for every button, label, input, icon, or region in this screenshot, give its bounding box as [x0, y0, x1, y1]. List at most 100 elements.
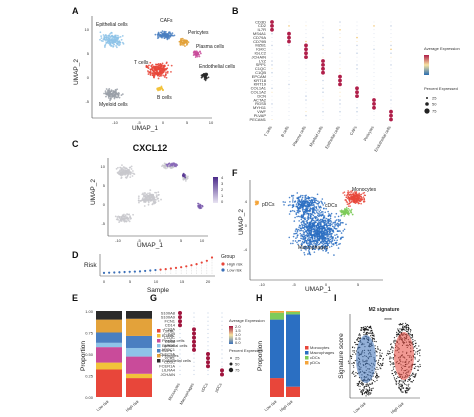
panel-b-dot — [356, 33, 358, 35]
panel-c-point — [116, 218, 119, 220]
panel-b-dot — [288, 91, 290, 93]
macrophage-point — [321, 201, 323, 204]
panel-c-legend-value: 0 — [221, 199, 224, 204]
panel-i-point — [407, 327, 410, 329]
panel-b-dot — [322, 84, 324, 85]
panel-b-dot — [373, 91, 375, 93]
panel-f-cluster-label: Monocytes — [352, 187, 377, 193]
macrophage-point — [301, 242, 303, 244]
tcell-point — [163, 69, 166, 72]
macrophage-point — [307, 197, 310, 199]
macrophage-point — [307, 215, 309, 218]
panel-i-point — [369, 391, 371, 393]
macrophage-point — [293, 233, 295, 235]
macrophage-point — [294, 240, 297, 242]
caf-point — [166, 38, 169, 41]
panel-g-dot — [221, 341, 223, 343]
panel-b-dot — [355, 94, 359, 98]
macrophage-point — [328, 214, 331, 216]
panel-b-dot — [390, 103, 392, 105]
panel-d-point — [154, 268, 157, 272]
panel-i-point — [417, 360, 419, 362]
panel-b-dot — [305, 119, 307, 120]
panel-i-point — [353, 366, 355, 368]
panel-i-point — [415, 373, 417, 375]
panel-g-dot — [193, 320, 195, 322]
panel-g-gene-label: FCN1 — [165, 319, 176, 324]
monocyte-point — [348, 194, 351, 196]
panel-i-point — [357, 383, 360, 385]
plasma-cell-point — [192, 54, 195, 56]
macrophage-point — [297, 198, 300, 200]
macrophage-point — [336, 233, 338, 236]
myeloid-cell-point — [106, 90, 109, 93]
panel-i-point — [361, 383, 363, 386]
macrophage-point — [297, 209, 300, 211]
plasma-cell-point — [195, 50, 198, 53]
macrophage-point — [327, 210, 329, 213]
macrophage-point — [316, 212, 319, 214]
epithelial-cell-point — [122, 42, 125, 45]
panel-e: E Proportion 1.000.750.500.250.00 Low ri… — [72, 293, 191, 413]
plasma-cell-point — [193, 50, 196, 53]
panel-i-point — [419, 349, 421, 351]
macrophage-point — [306, 221, 309, 223]
monocyte-point — [349, 201, 352, 204]
panel-i-point — [412, 379, 415, 382]
macrophage-point — [293, 220, 296, 222]
panel-g-dot — [221, 345, 223, 347]
tcell-point — [159, 63, 162, 65]
panel-i-point — [371, 388, 373, 390]
macrophage-point — [298, 226, 300, 228]
panel-b-dot — [373, 48, 375, 51]
pericyte-point — [182, 39, 184, 42]
macrophage-point — [292, 235, 295, 238]
panel-h-bar-segment — [286, 311, 300, 312]
panel-c-point — [120, 215, 123, 218]
macrophage-point — [314, 248, 316, 250]
panel-i-point — [396, 377, 398, 380]
macrophage-point — [343, 228, 346, 231]
endothelial-cell-point — [203, 74, 206, 77]
panel-g-dot — [221, 365, 223, 367]
panel-c-point — [161, 165, 163, 168]
panel-b-dot — [356, 80, 358, 81]
panel-c-point — [123, 171, 126, 174]
panel-i-point — [398, 385, 400, 387]
panel-b-dot — [373, 76, 375, 77]
monocyte-point — [359, 200, 362, 203]
endothelial-cell-point — [203, 78, 206, 81]
panel-b-pct-val-3: 75 — [432, 109, 437, 114]
epithelial-cell-point — [116, 41, 119, 44]
macrophage-point — [291, 201, 294, 203]
panel-c-point — [123, 218, 126, 221]
panel-i-point — [354, 341, 356, 344]
panel-c-point — [155, 194, 158, 197]
panel-i-point — [411, 374, 413, 376]
myeloid-cell-point — [106, 93, 109, 96]
panel-i-point — [369, 332, 372, 334]
cdc-point — [343, 215, 346, 217]
panel-g-gene-label: S100A8 — [161, 310, 176, 315]
panel-b-dot — [305, 21, 307, 23]
macrophage-point — [335, 244, 338, 246]
panel-g-label: G — [150, 293, 157, 303]
caf-point — [171, 32, 174, 35]
macrophage-point — [327, 221, 330, 223]
macrophage-point — [310, 228, 313, 231]
panel-i-point — [367, 389, 369, 391]
macrophage-point — [321, 202, 324, 205]
macrophage-point — [305, 199, 307, 201]
cdc-point — [350, 209, 352, 212]
panel-i-point — [370, 329, 373, 332]
panel-d-point — [113, 271, 116, 274]
macrophage-point — [324, 211, 327, 214]
panel-b-dot — [339, 29, 341, 31]
panel-f-xlabel: UMAP_1 — [305, 286, 331, 293]
panel-b-dot — [271, 80, 273, 81]
panel-i-point — [401, 386, 403, 388]
panel-i-point — [365, 390, 367, 393]
panel-g-dot — [193, 365, 195, 367]
myeloid-cell-point — [103, 92, 105, 95]
